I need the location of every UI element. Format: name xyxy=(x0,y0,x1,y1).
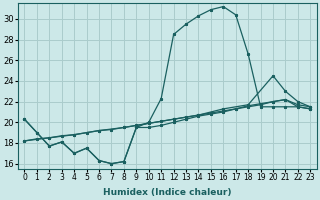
X-axis label: Humidex (Indice chaleur): Humidex (Indice chaleur) xyxy=(103,188,232,197)
